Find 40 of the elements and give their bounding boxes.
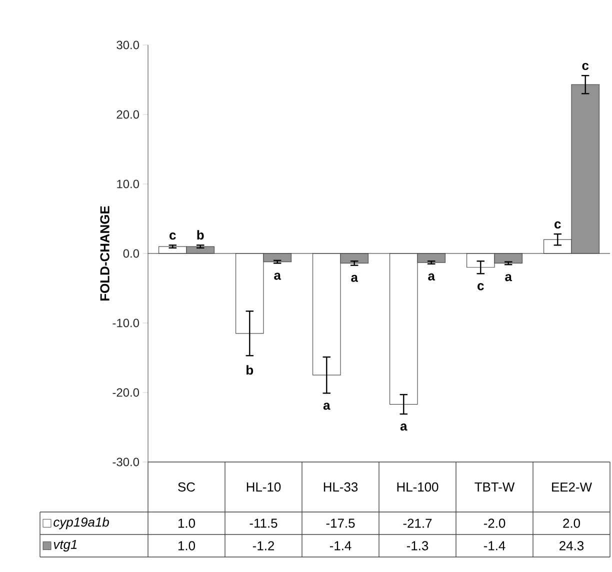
y-tick-label: -20.0 (112, 388, 140, 397)
data-label: -17.5 (326, 518, 355, 528)
annotation: a (428, 273, 436, 281)
annotation: b (197, 230, 204, 240)
y-tick-label: -10.0 (112, 318, 140, 328)
annotation: c (170, 232, 176, 240)
x-tick-label: SC (178, 482, 196, 492)
data-label: -2.0 (484, 518, 506, 528)
y-tick-label: -30.0 (112, 458, 140, 466)
legend-label: cyp19a1b (54, 517, 109, 530)
y-tick-label: 30.0 (116, 40, 140, 50)
data-label: 24.3 (560, 541, 584, 550)
y-tick-label: 0.0 (123, 249, 140, 258)
data-label: -1.4 (330, 541, 352, 550)
y-tick-label: 20.0 (116, 110, 140, 119)
annotation: a (400, 424, 408, 431)
data-label: -1.2 (252, 541, 274, 550)
annotation: c (478, 283, 484, 290)
data-label: 2.0 (563, 518, 580, 528)
data-label: 1.0 (178, 541, 196, 550)
annotation: a (274, 272, 282, 280)
data-label: 1.0 (178, 518, 196, 528)
annotation: a (323, 402, 330, 410)
annotation: c (582, 62, 589, 70)
y-axis-title: FOLD-CHANGE (100, 206, 110, 300)
annotation: c (554, 221, 561, 229)
x-tick-label: HL-33 (324, 482, 358, 492)
legend-label: vtg1 (54, 540, 77, 552)
data-label: -11.5 (250, 518, 278, 528)
data-label: -1.3 (406, 541, 428, 550)
x-tick-label: HL-10 (246, 482, 281, 492)
data-label: -21.7 (403, 518, 432, 528)
x-tick-label: HL-100 (397, 482, 438, 492)
y-tick-label: 10.0 (117, 180, 140, 188)
x-tick-label: EE2-W (552, 482, 592, 492)
annotation: a (351, 274, 358, 282)
annotation: a (505, 274, 512, 282)
x-tick-label: TBT-W (474, 482, 515, 492)
data-label: -1.4 (484, 541, 506, 550)
annotation: b (246, 365, 254, 375)
